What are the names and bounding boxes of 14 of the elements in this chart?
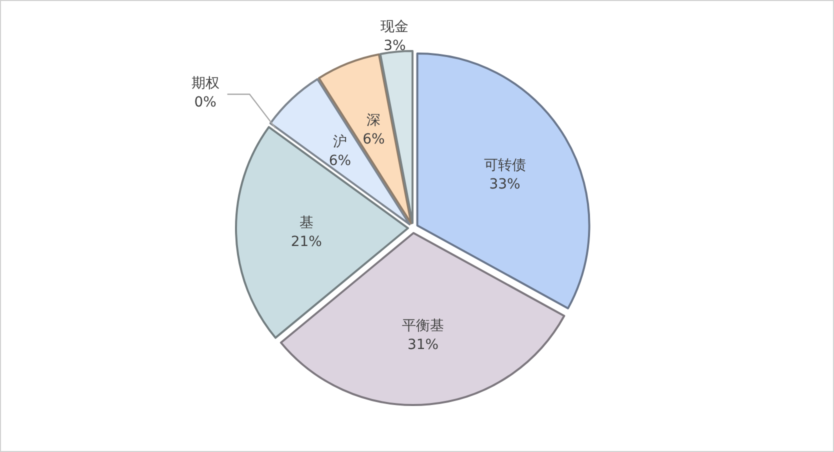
slice-label: 可转债 bbox=[484, 158, 526, 174]
data-label: 33% bbox=[489, 176, 520, 193]
data-label: 21% bbox=[290, 234, 322, 250]
text: 0% bbox=[194, 94, 216, 111]
slice-label: 沪 bbox=[333, 134, 347, 150]
category-label: 期权 bbox=[191, 76, 220, 92]
slice-label: 基 bbox=[299, 215, 314, 232]
data-label: 6% bbox=[362, 132, 385, 148]
slice-label: 现金 bbox=[380, 18, 409, 35]
data-label: 3% bbox=[384, 38, 406, 54]
slice-label: 平衡基 bbox=[402, 318, 444, 334]
data-label: 31% bbox=[407, 337, 439, 354]
slice-label: 深 bbox=[366, 112, 381, 129]
data-label: 6% bbox=[328, 153, 352, 170]
